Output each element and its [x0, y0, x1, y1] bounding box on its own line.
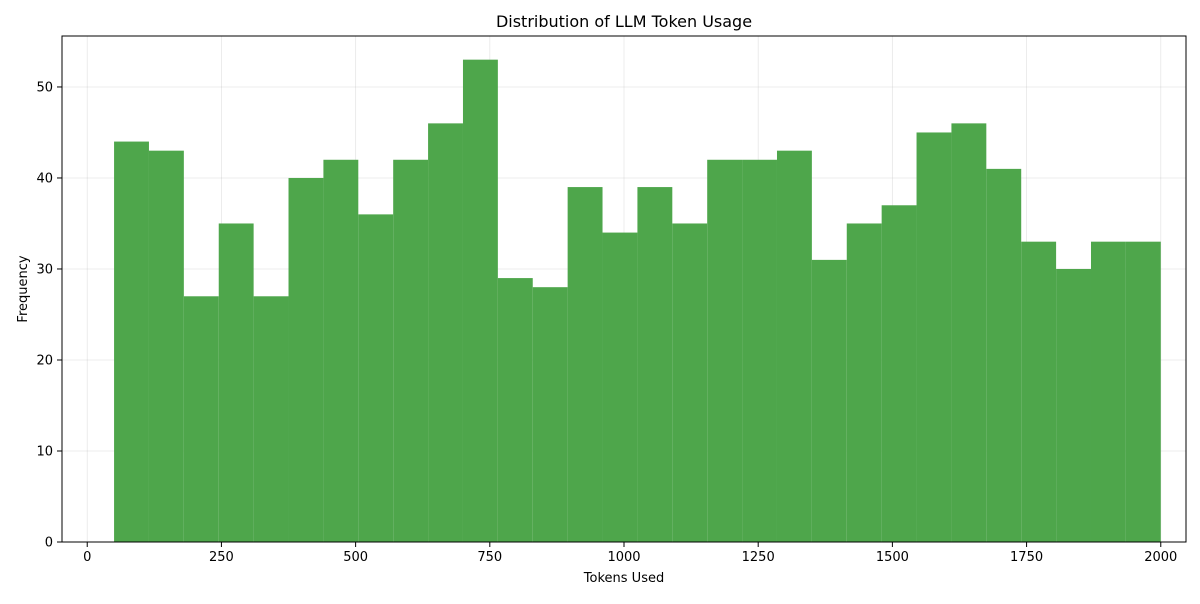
histogram-bar — [428, 123, 463, 542]
histogram-bar — [323, 159, 359, 543]
x-tick-label: 1250 — [742, 550, 775, 565]
histogram-bar — [114, 141, 149, 542]
x-tick-label: 0 — [83, 550, 91, 565]
x-tick-label: 1750 — [1010, 550, 1043, 565]
histogram-bar — [1021, 241, 1057, 542]
histogram-bar — [253, 296, 289, 542]
histogram-bar — [637, 187, 673, 542]
y-tick-label: 0 — [45, 536, 53, 551]
y-axis-label: Frequency — [16, 255, 31, 322]
x-axis-label: Tokens Used — [583, 571, 664, 586]
histogram-bar — [672, 223, 708, 542]
histogram-bars — [114, 59, 1161, 543]
histogram-bar — [951, 123, 987, 542]
y-tick-label: 20 — [36, 353, 53, 368]
histogram-bar — [811, 259, 847, 542]
x-tick-label: 2000 — [1144, 550, 1177, 565]
histogram-bar — [288, 177, 324, 542]
histogram-bar — [567, 187, 603, 542]
histogram-bar — [393, 159, 429, 543]
histogram-bar — [846, 223, 882, 542]
x-tick-label: 1000 — [607, 550, 640, 565]
histogram-bar — [916, 132, 952, 542]
x-tick-label: 250 — [209, 550, 234, 565]
histogram-bar — [218, 223, 254, 542]
histogram-bar — [497, 278, 533, 542]
histogram-bar — [776, 150, 812, 542]
chart-title: Distribution of LLM Token Usage — [496, 12, 752, 31]
histogram-bar — [881, 205, 917, 542]
x-tick-label: 500 — [343, 550, 368, 565]
histogram-bar — [742, 159, 777, 543]
histogram-bar — [1125, 241, 1161, 542]
histogram-bar — [183, 296, 219, 542]
x-tick-label: 750 — [477, 550, 502, 565]
axis-ticks: 0 250 500 750 1000 1250 1500 1750 2000 0 10 20 30 40 5… — [36, 80, 1177, 565]
plot-frame — [61, 35, 1187, 543]
histogram-bar — [1056, 268, 1091, 542]
histogram-bar — [148, 150, 184, 542]
histogram-bar — [462, 59, 498, 543]
histogram-bar — [358, 214, 394, 543]
histogram-bar — [707, 159, 743, 543]
histogram-bar — [602, 232, 638, 542]
y-tick-label: 50 — [36, 80, 53, 95]
y-tick-label: 40 — [36, 171, 53, 186]
histogram-bar — [532, 287, 568, 542]
y-tick-label: 30 — [36, 262, 53, 277]
histogram-bar — [1090, 241, 1126, 542]
x-tick-label: 1500 — [876, 550, 909, 565]
y-tick-label: 10 — [36, 444, 53, 459]
histogram-bar — [986, 168, 1022, 543]
